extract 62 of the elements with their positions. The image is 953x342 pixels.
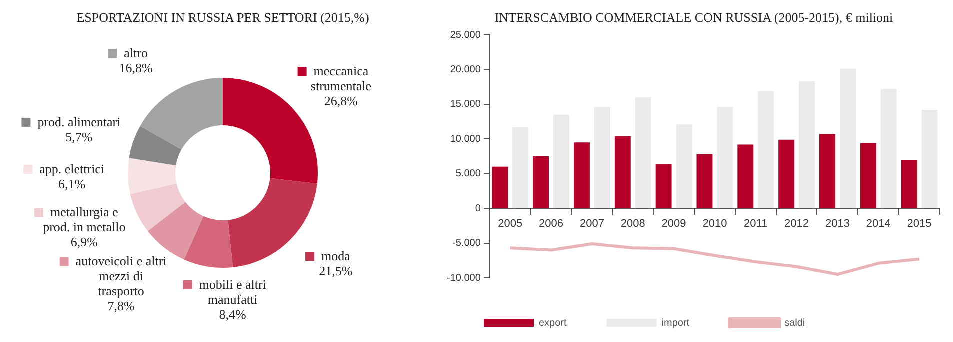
x-tick-label: 2009 xyxy=(662,218,686,230)
bar xyxy=(880,89,897,208)
legend-label: moda xyxy=(321,248,351,264)
y-tick-label: 10.000 xyxy=(450,134,482,145)
x-tick-label: 2010 xyxy=(702,218,728,230)
bar xyxy=(594,107,610,208)
y-tick-label: 5.000 xyxy=(456,168,482,180)
chart-title: ESPORTAZIONI IN RUSSIA PER SETTORI (2015,%) xyxy=(76,10,370,26)
x-tick-label: 2006 xyxy=(539,218,564,230)
x-tick-label: 2005 xyxy=(498,218,523,230)
bar xyxy=(656,164,672,208)
x-tick-label: 2011 xyxy=(744,218,768,230)
bar xyxy=(574,142,590,208)
bar xyxy=(860,143,876,208)
bar xyxy=(778,140,795,208)
bar xyxy=(820,134,836,208)
y-tick-label: 15.000 xyxy=(450,99,482,110)
data-label: 26,8% xyxy=(324,94,358,109)
bar xyxy=(533,156,550,208)
data-label: 21,5% xyxy=(319,263,353,278)
data-label: 8,4% xyxy=(219,306,247,322)
legend-label: import xyxy=(662,318,690,329)
y-tick-label: 20.000 xyxy=(450,64,482,76)
y-tick-label: -5.000 xyxy=(452,238,482,250)
x-tick-label: 2015 xyxy=(907,218,932,230)
data-label: 7,8% xyxy=(108,298,135,314)
legend-label: prod. alimentari xyxy=(38,114,122,130)
data-label: 6,1% xyxy=(58,176,86,192)
bar xyxy=(717,107,734,208)
bar xyxy=(512,127,529,208)
x-tick-label: 2013 xyxy=(825,218,850,230)
data-label: 5,7% xyxy=(66,129,93,144)
bar xyxy=(799,82,815,208)
x-tick-label: 2014 xyxy=(866,218,891,230)
legend-label: saldi xyxy=(784,318,806,329)
legend-label: export xyxy=(539,318,568,329)
bar xyxy=(676,124,692,208)
bar xyxy=(492,166,508,208)
x-tick-label: 2012 xyxy=(784,218,810,230)
legend-label: metallurgia e prod. in metallo xyxy=(43,204,126,235)
bar xyxy=(554,114,570,208)
legend-label: autoveicoli e altri mezzi di trasporto xyxy=(76,254,168,299)
legend-label: meccanica strumentale xyxy=(310,64,372,94)
x-tick-label: 2007 xyxy=(580,218,604,230)
legend-label: app. elettrici xyxy=(40,161,105,176)
y-tick-label: 25.000 xyxy=(450,30,482,41)
chart-title: INTERSCAMBIO COMMERCIALE CON RUSSIA (2005-2015), € milioni xyxy=(494,10,894,26)
bar xyxy=(901,160,918,208)
bar xyxy=(696,154,713,208)
legend-label: mobili e altri manufatti xyxy=(199,276,267,307)
legend-label: altro xyxy=(124,45,148,60)
bar xyxy=(922,110,938,208)
bar xyxy=(614,136,631,208)
y-tick-label: -10.000 xyxy=(446,272,482,284)
data-label: 16,8% xyxy=(119,60,153,76)
bar xyxy=(635,97,652,208)
x-tick-label: 2008 xyxy=(620,218,646,230)
bar xyxy=(738,144,754,208)
y-tick-label: 0 xyxy=(475,203,482,214)
data-label: 6,9% xyxy=(70,234,98,250)
bar xyxy=(840,69,856,208)
bar xyxy=(758,91,774,208)
